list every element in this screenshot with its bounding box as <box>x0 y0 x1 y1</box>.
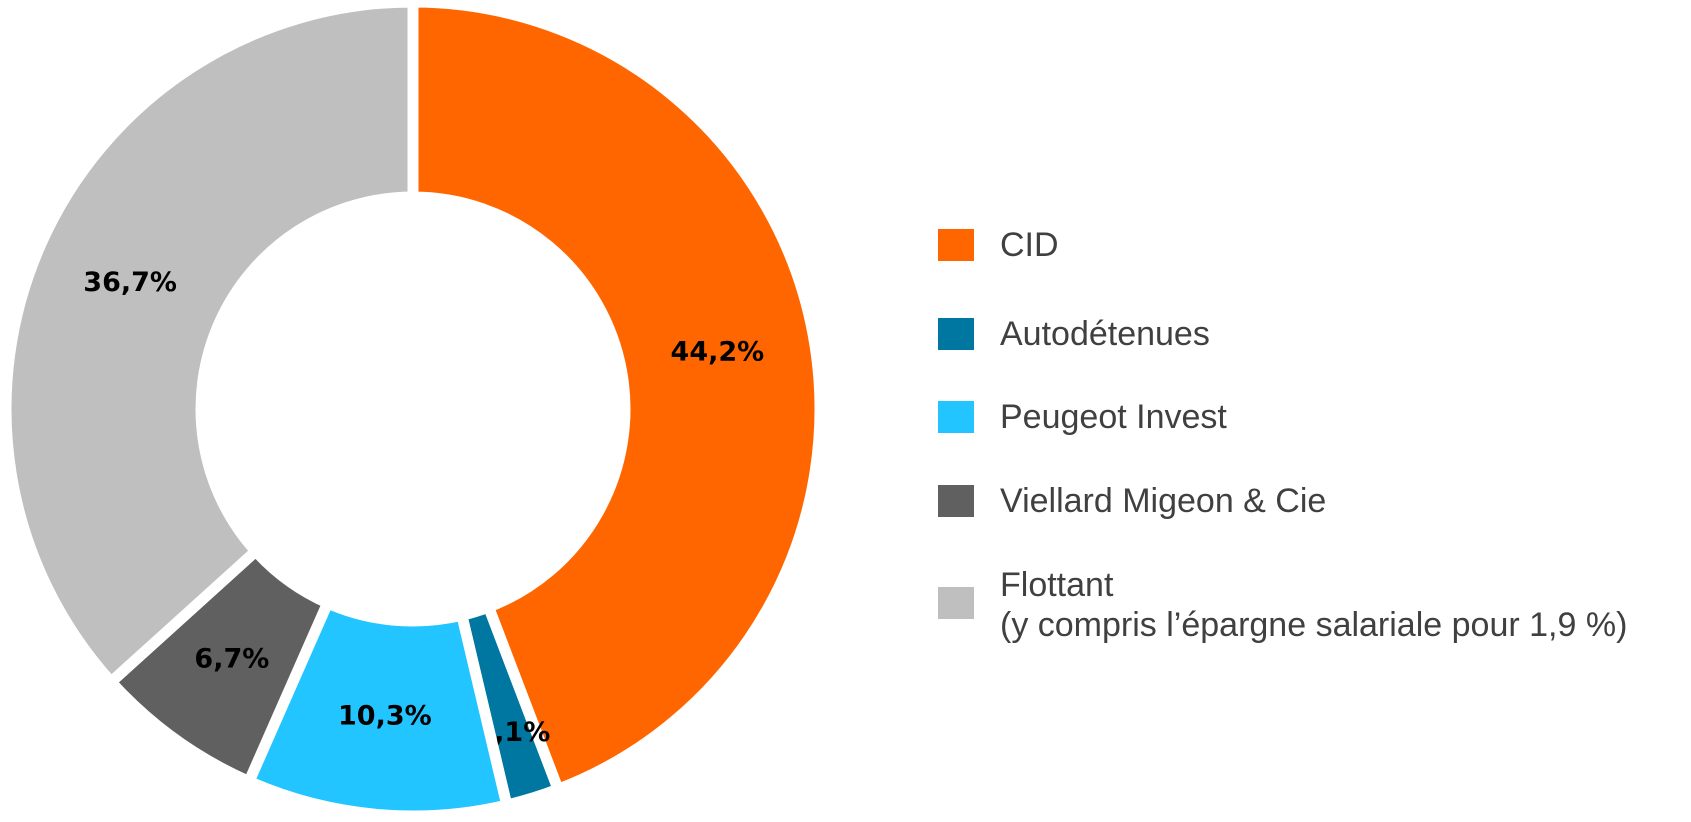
legend-label: Peugeot Invest <box>1000 398 1227 436</box>
value-label: 44,2% <box>671 336 765 367</box>
legend-swatch <box>938 587 974 619</box>
slice <box>407 0 826 797</box>
legend-label: CID <box>1000 226 1059 264</box>
slice <box>0 0 419 690</box>
legend-swatch <box>938 485 974 517</box>
legend-label: Flottant (y compris l’épargne salariale … <box>1000 566 1628 644</box>
value-label: 10,3% <box>338 701 432 732</box>
chart: 44,2%2,1%10,3%6,7%36,7% <box>0 0 826 816</box>
legend-label: Viellard Migeon & Cie <box>1000 482 1327 520</box>
value-label: 6,7% <box>194 643 269 674</box>
legend-swatch <box>938 401 974 433</box>
legend-swatch <box>938 318 974 350</box>
legend-swatch <box>938 229 974 261</box>
value-label: 36,7% <box>83 267 177 298</box>
legend-label: Autodétenues <box>1000 315 1210 353</box>
